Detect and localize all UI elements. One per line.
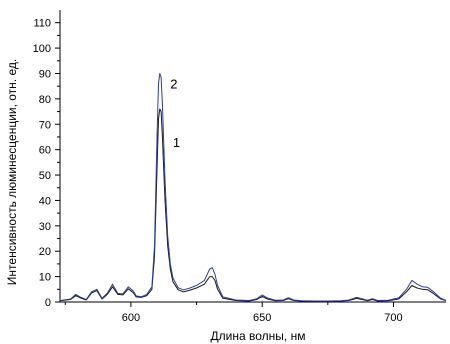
series-line-2 — [59, 73, 447, 302]
y-tick-label: 90 — [39, 68, 51, 80]
x-tick-label: 650 — [253, 312, 271, 324]
y-tick-label: 0 — [45, 297, 51, 309]
y-tick-label: 110 — [33, 18, 51, 30]
y-tick-label: 70 — [39, 119, 51, 131]
y-tick-label: 100 — [33, 43, 51, 55]
y-tick-label: 80 — [39, 94, 51, 106]
y-tick-label: 50 — [39, 170, 51, 182]
series-label-2: 2 — [170, 77, 177, 92]
labels-layer: 12 — [170, 77, 180, 150]
y-tick-label: 30 — [39, 221, 51, 233]
series-line-1 — [59, 108, 447, 302]
y-tick-label: 10 — [39, 272, 51, 284]
y-tick-label: 40 — [39, 195, 51, 207]
series-label-1: 1 — [173, 135, 180, 150]
series-layer — [59, 73, 447, 302]
x-tick-label: 700 — [384, 312, 402, 324]
axes: 0 10 20 30 40 50 60 70 80 90 100 110 600 650 700 — [33, 10, 446, 324]
y-tick-label: 20 — [39, 246, 51, 258]
y-tick-label: 60 — [39, 145, 51, 157]
x-tick-label: 600 — [122, 312, 140, 324]
y-axis-title: Интенсивность люминесценции, отн. ед. — [5, 59, 19, 285]
x-axis-title: Длина волны, нм — [211, 329, 306, 343]
